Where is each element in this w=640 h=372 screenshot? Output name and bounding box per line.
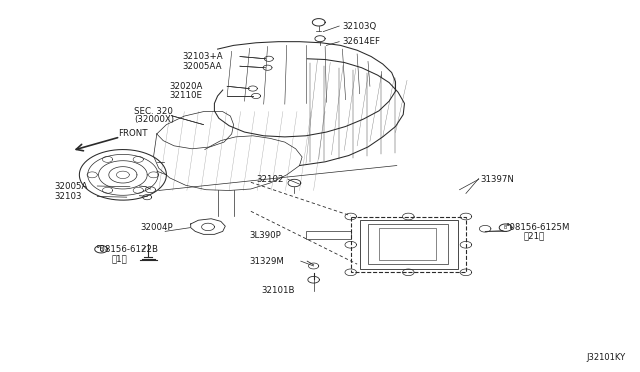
Text: 32103: 32103 — [54, 192, 82, 201]
Text: 32004P: 32004P — [141, 223, 173, 232]
Text: 32020A: 32020A — [170, 82, 203, 91]
Text: 32005AA: 32005AA — [182, 62, 222, 71]
Text: 32614EF: 32614EF — [342, 37, 380, 46]
Text: 〈21〉: 〈21〉 — [524, 232, 545, 241]
Text: SEC. 320: SEC. 320 — [134, 107, 173, 116]
Text: °08156-6122B: °08156-6122B — [95, 246, 157, 254]
Text: 32110E: 32110E — [170, 92, 203, 100]
Text: B: B — [504, 225, 508, 230]
Text: FRONT: FRONT — [118, 129, 148, 138]
Text: 3L390P: 3L390P — [250, 231, 282, 240]
Text: 32102: 32102 — [256, 175, 284, 184]
Text: 32005A: 32005A — [54, 182, 88, 190]
Text: °08156-6125M: °08156-6125M — [506, 223, 570, 232]
Text: J32101KY: J32101KY — [587, 353, 626, 362]
Text: B: B — [99, 247, 103, 252]
Text: (32000X): (32000X) — [134, 115, 174, 124]
Text: 31329M: 31329M — [250, 257, 284, 266]
Text: 31397N: 31397N — [480, 175, 514, 184]
Text: 32103+A: 32103+A — [182, 52, 223, 61]
Text: 〈1〉: 〈1〉 — [112, 254, 128, 263]
Text: 32103Q: 32103Q — [342, 22, 377, 31]
Text: 32101B: 32101B — [261, 286, 294, 295]
